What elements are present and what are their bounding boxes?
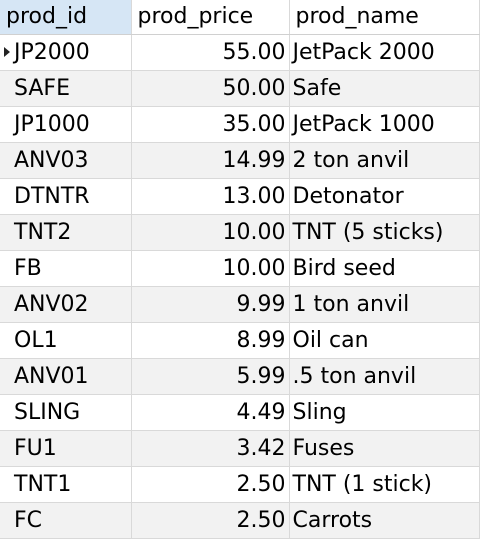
cell-prod-name[interactable]: Detonator xyxy=(289,178,480,215)
cell-prod-name[interactable]: JetPack 1000 xyxy=(289,106,480,143)
table-row[interactable]: JP1000 35.00 JetPack 1000 xyxy=(0,106,480,143)
cell-prod-price[interactable]: 14.99 xyxy=(131,142,290,179)
cell-prod-price[interactable]: 3.42 xyxy=(131,430,290,467)
cell-prod-id[interactable]: ANV02 xyxy=(0,286,132,323)
cell-prod-id[interactable]: SLING xyxy=(0,394,132,431)
cell-prod-name[interactable]: 1 ton anvil xyxy=(289,286,480,323)
cell-prod-price[interactable]: 55.00 xyxy=(131,34,290,71)
table-row[interactable]: TNT2 10.00 TNT (5 sticks) xyxy=(0,214,480,251)
table-row[interactable]: SLING 4.49 Sling xyxy=(0,394,480,431)
cell-prod-name[interactable]: Carrots xyxy=(289,502,480,539)
cell-prod-price[interactable]: 10.00 xyxy=(131,250,290,287)
header-row: prod_id prod_price prod_name xyxy=(0,0,480,35)
row-pointer-icon xyxy=(4,47,10,57)
cell-prod-name[interactable]: JetPack 2000 xyxy=(289,34,480,71)
cell-prod-id[interactable]: JP1000 xyxy=(0,106,132,143)
cell-prod-price[interactable]: 5.99 xyxy=(131,358,290,395)
cell-prod-name[interactable]: TNT (5 sticks) xyxy=(289,214,480,251)
table-row[interactable]: TNT1 2.50 TNT (1 stick) xyxy=(0,466,480,503)
cell-prod-id[interactable]: DTNTR xyxy=(0,178,132,215)
cell-prod-price[interactable]: 35.00 xyxy=(131,106,290,143)
cell-prod-name[interactable]: Oil can xyxy=(289,322,480,359)
table-row[interactable]: SAFE 50.00 Safe xyxy=(0,70,480,107)
table-row[interactable]: FB 10.00 Bird seed xyxy=(0,250,480,287)
table-row[interactable]: JP2000 55.00 JetPack 2000 xyxy=(0,34,480,71)
cell-prod-name[interactable]: TNT (1 stick) xyxy=(289,466,480,503)
table-row[interactable]: DTNTR 13.00 Detonator xyxy=(0,178,480,215)
cell-prod-name[interactable]: Safe xyxy=(289,70,480,107)
cell-prod-id[interactable]: FU1 xyxy=(0,430,132,467)
cell-prod-price[interactable]: 2.50 xyxy=(131,466,290,503)
cell-prod-name[interactable]: .5 ton anvil xyxy=(289,358,480,395)
cell-prod-id[interactable]: FC xyxy=(0,502,132,539)
cell-prod-id[interactable]: ANV01 xyxy=(0,358,132,395)
table-row[interactable]: OL1 8.99 Oil can xyxy=(0,322,480,359)
table-row[interactable]: FU1 3.42 Fuses xyxy=(0,430,480,467)
cell-prod-price[interactable]: 8.99 xyxy=(131,322,290,359)
table-row[interactable]: ANV02 9.99 1 ton anvil xyxy=(0,286,480,323)
table-row[interactable]: ANV03 14.99 2 ton anvil xyxy=(0,142,480,179)
column-header-prod-name[interactable]: prod_name xyxy=(289,0,480,35)
cell-prod-price[interactable]: 50.00 xyxy=(131,70,290,107)
cell-prod-id[interactable]: TNT1 xyxy=(0,466,132,503)
cell-prod-id[interactable]: ANV03 xyxy=(0,142,132,179)
cell-prod-name[interactable]: Bird seed xyxy=(289,250,480,287)
cell-prod-id[interactable]: OL1 xyxy=(0,322,132,359)
cell-text: JP2000 xyxy=(14,40,90,65)
cell-prod-name[interactable]: 2 ton anvil xyxy=(289,142,480,179)
table-row[interactable]: ANV01 5.99 .5 ton anvil xyxy=(0,358,480,395)
cell-prod-price[interactable]: 10.00 xyxy=(131,214,290,251)
cell-prod-id[interactable]: TNT2 xyxy=(0,214,132,251)
column-header-prod-id[interactable]: prod_id xyxy=(0,0,132,35)
cell-prod-id[interactable]: SAFE xyxy=(0,70,132,107)
cell-prod-price[interactable]: 9.99 xyxy=(131,286,290,323)
cell-prod-id[interactable]: JP2000 xyxy=(0,34,132,71)
cell-prod-price[interactable]: 2.50 xyxy=(131,502,290,539)
cell-prod-name[interactable]: Sling xyxy=(289,394,480,431)
cell-prod-price[interactable]: 13.00 xyxy=(131,178,290,215)
table-row[interactable]: FC 2.50 Carrots xyxy=(0,502,480,539)
cell-prod-price[interactable]: 4.49 xyxy=(131,394,290,431)
cell-prod-name[interactable]: Fuses xyxy=(289,430,480,467)
cell-prod-id[interactable]: FB xyxy=(0,250,132,287)
column-header-prod-price[interactable]: prod_price xyxy=(131,0,290,35)
